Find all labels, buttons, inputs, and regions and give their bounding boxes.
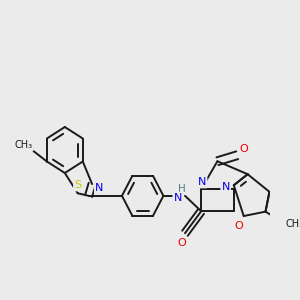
Text: N: N [198, 177, 206, 187]
Text: O: O [239, 144, 248, 154]
Text: N: N [174, 193, 182, 203]
Text: S: S [74, 180, 81, 190]
Text: O: O [177, 238, 186, 248]
Text: CH₃: CH₃ [14, 140, 32, 151]
Text: CH₃: CH₃ [285, 219, 300, 229]
Text: N: N [221, 182, 230, 192]
Text: O: O [235, 221, 244, 231]
Text: N: N [95, 183, 103, 193]
Text: H: H [178, 184, 186, 194]
